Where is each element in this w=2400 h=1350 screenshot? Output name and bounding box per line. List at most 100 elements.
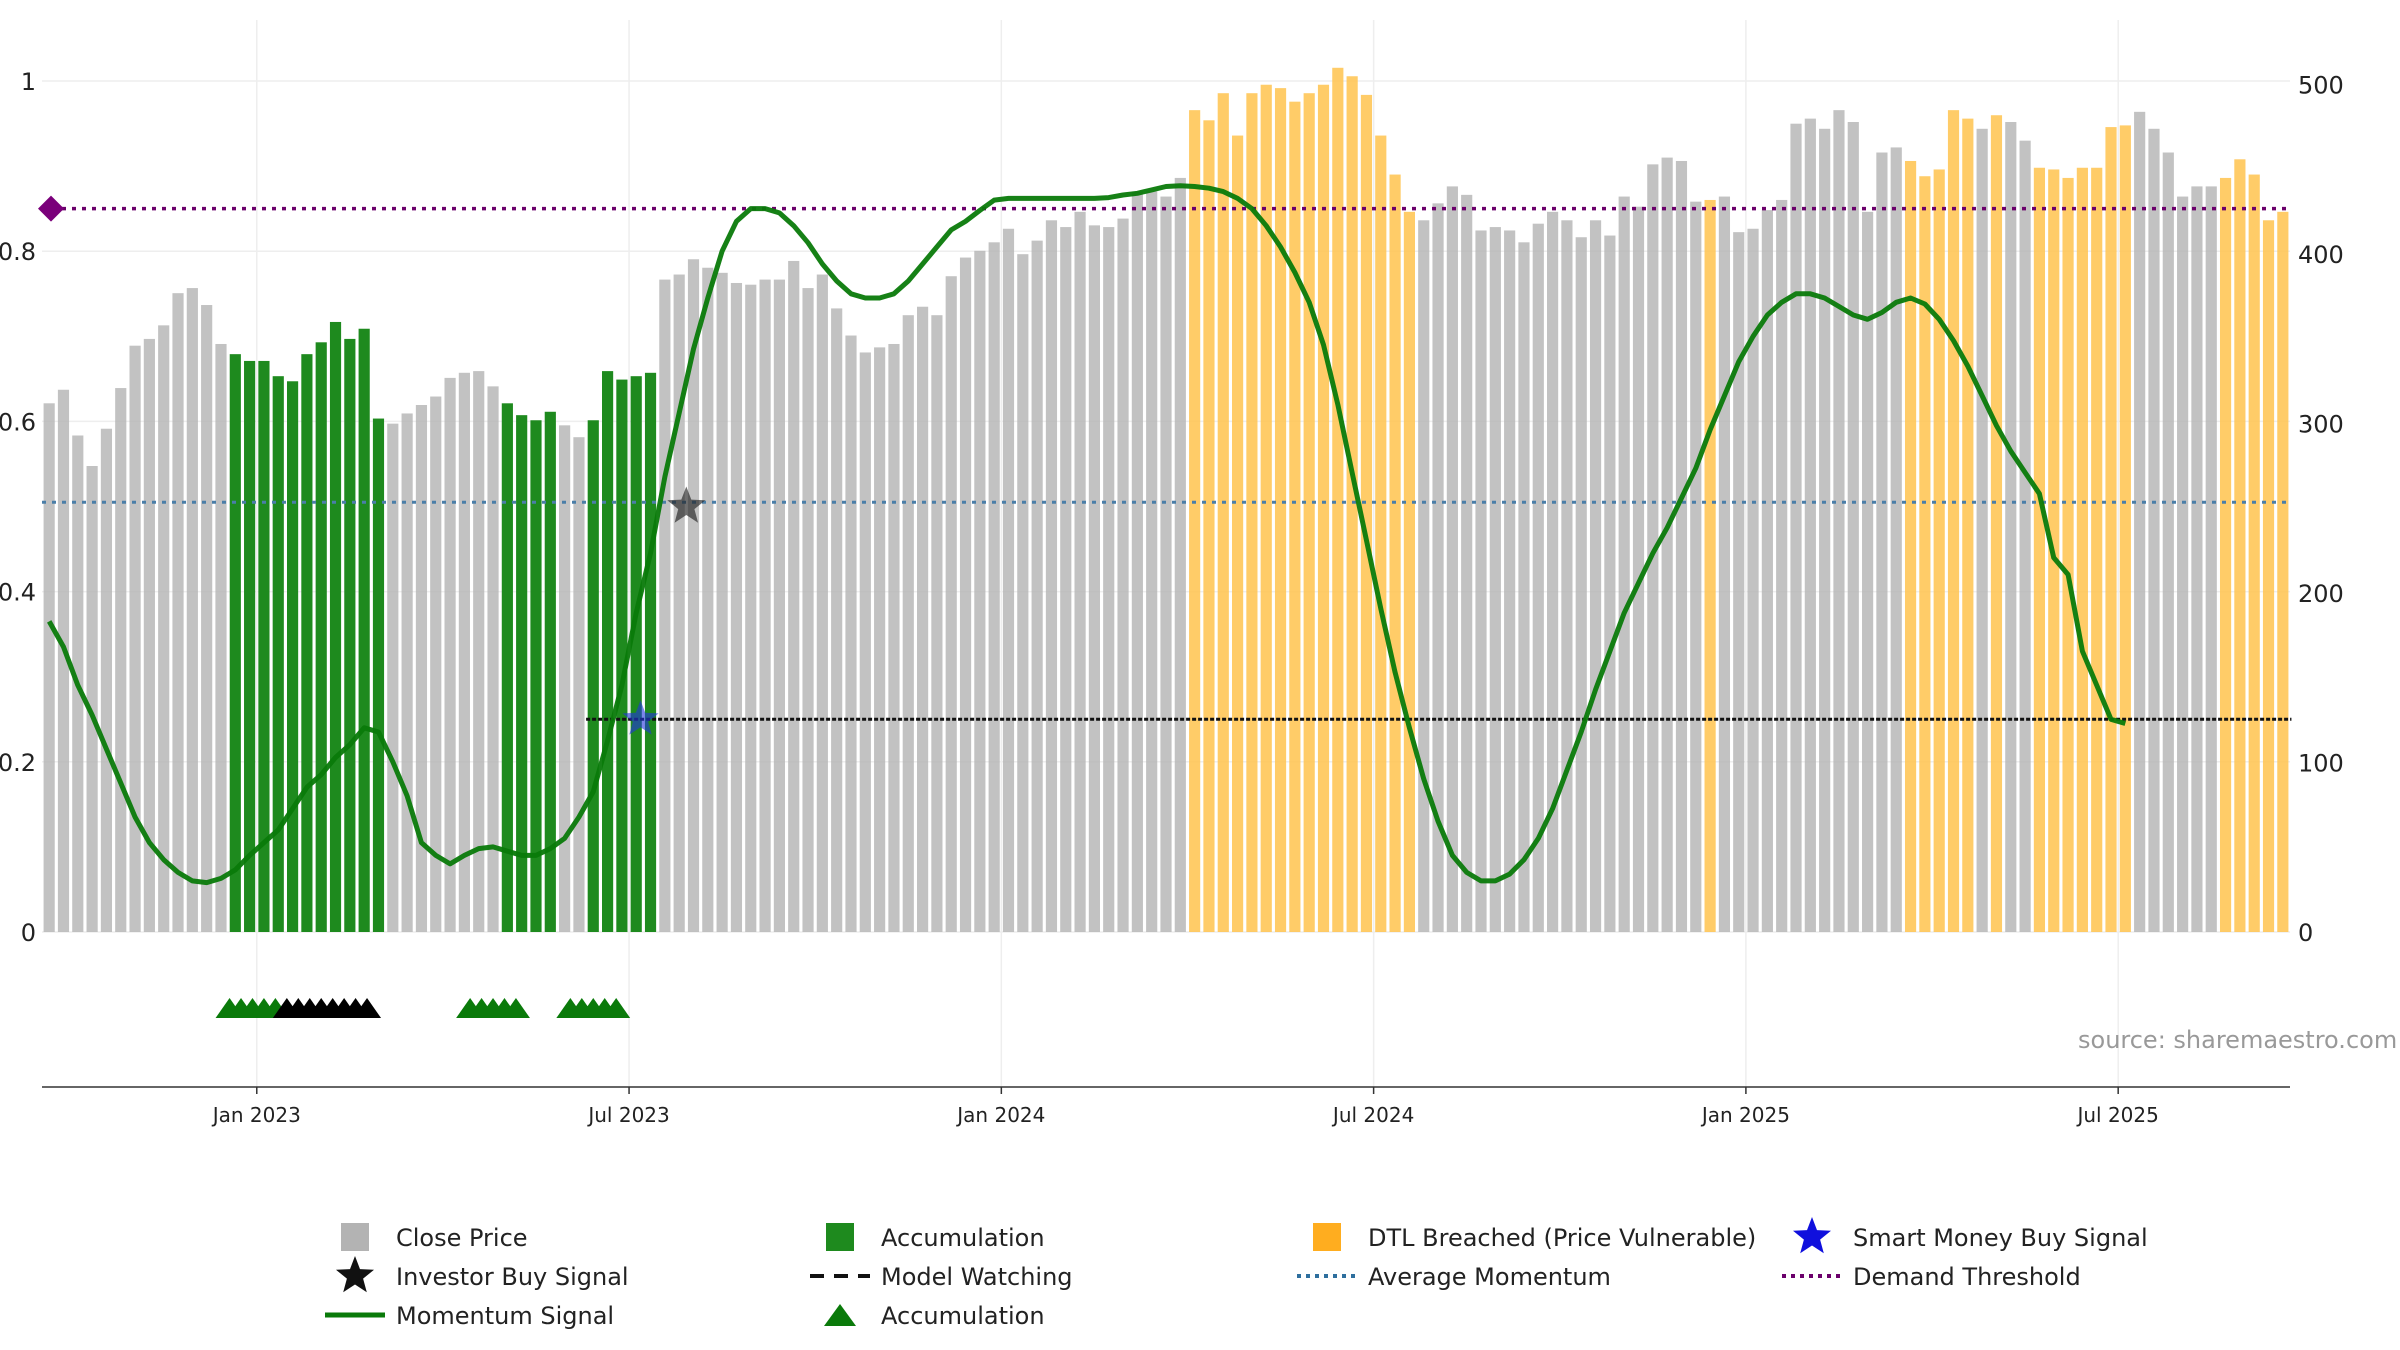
price-bar (415, 405, 428, 932)
price-bar (602, 371, 614, 932)
price-bar (1904, 160, 1917, 933)
price-bar (888, 343, 900, 932)
price-bar (272, 376, 284, 932)
price-bar (286, 381, 299, 932)
price-bar (1604, 235, 1616, 933)
price-bar (917, 306, 929, 933)
price-bar (516, 415, 528, 932)
price-bar (100, 428, 113, 932)
price-bar (544, 411, 556, 932)
price-bar (2177, 196, 2189, 932)
price-bar (1017, 254, 1029, 932)
price-bar (2105, 127, 2117, 933)
price-bar (43, 403, 55, 932)
legend-label: Investor Buy Signal (396, 1263, 629, 1291)
price-bar (1217, 93, 1229, 932)
price-bar (1504, 230, 1516, 932)
price-bar (559, 425, 571, 932)
price-bar (2191, 186, 2203, 932)
momentum-signal-line (47, 183, 2127, 886)
price-bar (186, 288, 198, 932)
price-bar (1976, 128, 1988, 933)
price-bar (630, 376, 642, 932)
legend-item: Demand Threshold (1782, 1263, 2081, 1291)
price-bar (258, 360, 270, 932)
price-bar (387, 423, 399, 932)
price-bar (1002, 228, 1015, 932)
price-bar (616, 379, 628, 933)
price-bar (2162, 152, 2174, 932)
legend-label: Accumulation (881, 1302, 1045, 1330)
price-bar (1060, 227, 1072, 932)
price-bar (644, 372, 657, 932)
price-bar (2234, 159, 2246, 933)
legend-star (1793, 1217, 1831, 1254)
price-bar (1733, 232, 1745, 932)
price-bar (702, 267, 714, 932)
legend-item: Investor Buy Signal (336, 1256, 629, 1293)
legend-item: Model Watching (810, 1263, 1073, 1291)
left-tick-label: 0.4 (0, 579, 36, 607)
price-bar (129, 345, 141, 932)
price-bar (1718, 196, 1731, 932)
price-bar (1919, 176, 1931, 933)
price-bar (301, 354, 313, 932)
price-bar (1418, 220, 1430, 933)
price-bar (1761, 210, 1773, 932)
demand-threshold-marker (38, 195, 64, 222)
left-tick-label: 1 (21, 68, 36, 96)
price-bar (1403, 211, 1415, 932)
x-tick-label: Jul 2024 (1331, 1103, 1414, 1127)
price-bar (1317, 84, 1330, 933)
price-bar (687, 259, 700, 932)
price-bar (2119, 125, 2131, 932)
legend-label: Momentum Signal (396, 1302, 614, 1330)
price-bar (1561, 220, 1573, 933)
price-bar (1475, 230, 1487, 932)
price-bar (430, 396, 442, 932)
left-tick-label: 0 (21, 919, 36, 947)
price-bar (745, 284, 757, 932)
price-bar (2219, 177, 2232, 932)
price-bar (2005, 122, 2017, 932)
price-bar (1131, 191, 1143, 933)
price-bar (1575, 237, 1587, 933)
price-bar (1375, 135, 1387, 932)
price-bar (1246, 93, 1258, 932)
legend-label: Model Watching (881, 1263, 1073, 1291)
legend-swatch (341, 1223, 369, 1251)
price-bar (244, 360, 256, 932)
price-bar (1776, 199, 1788, 932)
x-tick-label: Jan 2023 (211, 1103, 301, 1127)
x-tick-label: Jul 2023 (586, 1103, 669, 1127)
price-bar (1532, 223, 1544, 932)
price-bar (458, 372, 470, 932)
price-bar (959, 257, 972, 932)
price-bar (86, 466, 98, 932)
price-bar (587, 420, 599, 932)
right-tick-label: 500 (2298, 72, 2344, 100)
accumulation-marker (501, 998, 530, 1018)
price-bar (358, 328, 370, 932)
source-label: source: sharemaestro.com (2078, 1026, 2397, 1054)
accumulation-marker-dark (353, 998, 382, 1018)
left-tick-label: 0.6 (0, 408, 36, 436)
price-bar (1289, 101, 1301, 933)
accumulation-marker (602, 998, 631, 1018)
legend-label: Demand Threshold (1853, 1263, 2081, 1291)
price-bar (1117, 218, 1129, 933)
price-bar (988, 242, 1000, 932)
price-bar (2248, 174, 2260, 933)
price-bar (143, 338, 155, 932)
price-bar (759, 279, 771, 933)
price-bar (57, 389, 70, 932)
price-bar (1632, 206, 1645, 933)
legend-item: Average Momentum (1297, 1263, 1611, 1291)
legend-item: Close Price (341, 1223, 528, 1252)
price-bar (1690, 201, 1702, 932)
price-bar (1332, 67, 1344, 932)
price-bars (43, 67, 2289, 933)
price-bar (1031, 240, 1043, 932)
axes: Jan 2023 Jul 2023 Jan 2024 Jul 2024 Jan 2025… (0, 68, 2344, 1127)
price-bar (215, 343, 227, 932)
